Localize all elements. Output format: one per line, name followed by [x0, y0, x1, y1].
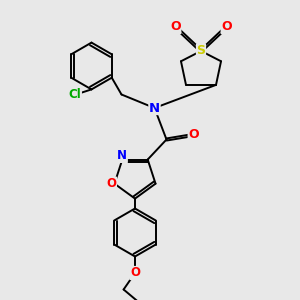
- Text: N: N: [117, 149, 127, 162]
- Text: O: O: [130, 266, 140, 280]
- Text: O: O: [106, 177, 116, 190]
- Text: Cl: Cl: [69, 88, 81, 101]
- Text: O: O: [221, 20, 232, 34]
- Text: N: N: [149, 101, 160, 115]
- Text: S: S: [196, 44, 206, 58]
- Text: O: O: [170, 20, 181, 34]
- Text: O: O: [188, 128, 199, 142]
